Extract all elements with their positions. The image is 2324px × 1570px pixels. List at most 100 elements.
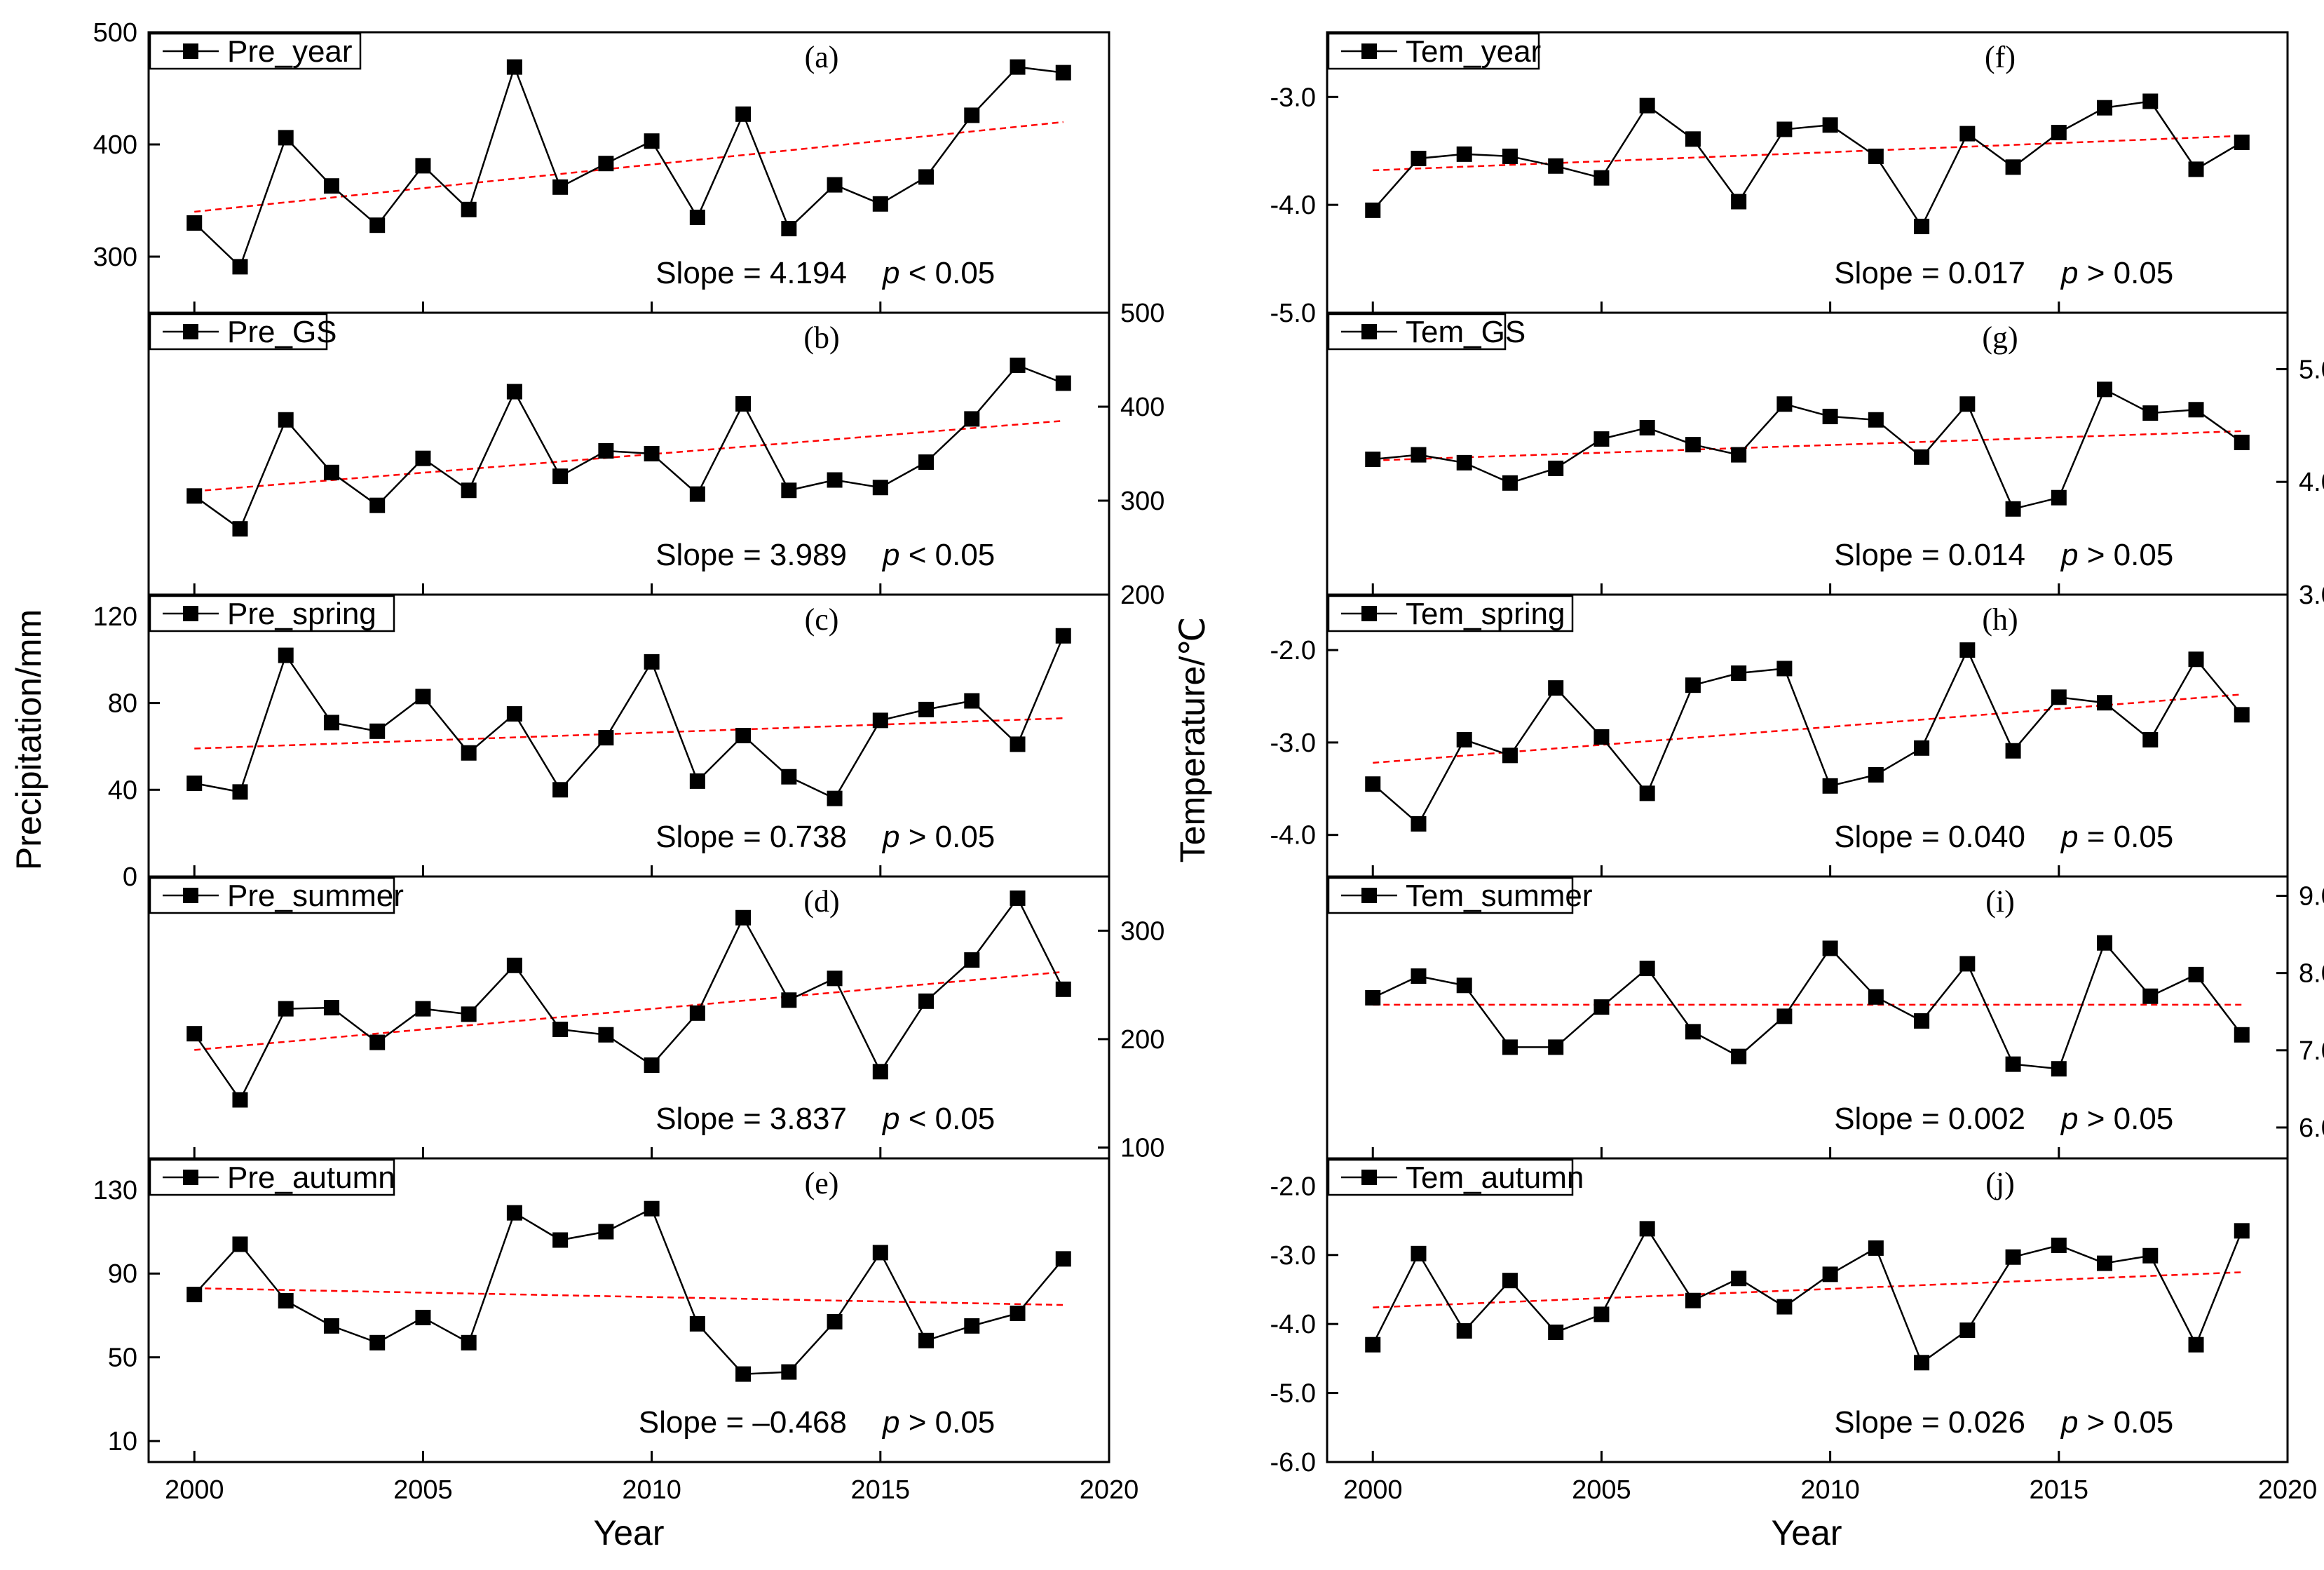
data-point-2015 [2051,689,2067,705]
data-point-2011 [1868,412,1884,428]
data-point-2010 [1822,1266,1838,1283]
slope-annotation: Slope = 0.014 [1834,538,2025,572]
data-point-2016 [918,993,935,1009]
y-tick-label: 90 [108,1259,137,1289]
data-point-2006 [461,745,477,761]
y-tick-label: 3.0 [2299,581,2324,610]
data-point-2009 [598,442,614,459]
data-point-2007 [1685,131,1701,147]
legend-box [1327,1158,1574,1196]
x-tick-label: 2015 [2030,1475,2089,1505]
data-point-2013 [781,1364,797,1380]
data-point-2008 [552,1022,569,1038]
data-point-2016 [2097,935,2113,951]
data-point-2002 [278,1001,294,1017]
data-point-2006 [1639,1221,1655,1237]
data-point-2009 [1776,121,1793,137]
panel-letter: (b) [803,320,839,355]
trend-line [194,970,1064,1051]
data-point-2015 [872,196,888,212]
y-tick-label: 500 [1120,299,1164,328]
data-point-2001 [1411,447,1427,463]
left-x-axis-title: Year [593,1513,664,1552]
legend: Pre_spring [149,595,395,632]
data-point-2000 [186,1026,203,1042]
y-tick-label: -4.0 [1270,821,1316,851]
legend-label: Tem_autumn [1406,1160,1584,1195]
data-point-2012 [735,909,752,926]
data-point-2018 [1010,59,1026,75]
y-tick-label: -3.0 [1270,83,1316,112]
panel-letter: (j) [1985,1166,2015,1200]
y-tick-label: 200 [1120,581,1164,610]
data-point-2012 [735,1366,752,1382]
data-point-2005 [415,158,431,174]
panel-frame [147,1157,1110,1463]
data-point-2014 [2005,743,2021,759]
x-tick-label: 2010 [1800,1475,1860,1505]
data-point-2009 [598,1224,614,1240]
data-point-2011 [1868,767,1884,783]
data-point-2006 [1639,420,1655,436]
data-point-2014 [827,472,843,488]
data-point-2001 [232,1092,248,1108]
slope-annotation: Slope = 3.989 [655,538,847,572]
data-point-2002 [278,130,294,146]
data-point-2015 [872,712,888,729]
data-point-2014 [2005,501,2021,517]
data-point-2005 [1593,1306,1610,1322]
data-point-2019 [2234,434,2250,450]
legend-marker [1361,43,1377,59]
y-tick-label: -4.0 [1270,191,1316,220]
data-point-2010 [1822,117,1838,133]
precipitation-y-axis-title: Precipitation/mm [9,609,48,870]
panel-letter: (d) [803,884,839,919]
data-point-2000 [186,1287,203,1303]
panel-letter: (f) [1985,40,2016,74]
data-point-2010 [644,133,660,149]
data-point-2006 [1639,785,1655,801]
legend-marker [183,1170,198,1185]
panel-letter: (g) [1982,320,2018,355]
p-value-annotation: p > 0.05 [2060,538,2173,572]
data-point-2003 [1502,1039,1518,1055]
data-point-2019 [1055,375,1071,391]
data-point-2005 [1593,999,1610,1015]
data-point-2011 [689,1315,705,1332]
x-tick-label: 2020 [2258,1475,2318,1505]
data-point-2004 [369,497,386,513]
legend: Tem_year [1327,32,1541,70]
y-tick-label: 10 [108,1427,137,1456]
data-point-2016 [2097,381,2113,398]
trend-line [194,717,1064,750]
data-point-2004 [369,723,386,739]
legend-marker [1361,324,1377,339]
data-point-2002 [278,647,294,663]
data-point-2011 [689,1005,705,1021]
data-point-2014 [827,790,843,806]
legend-label: Tem_summer [1406,879,1593,913]
panel-letter: (e) [805,1166,839,1200]
data-point-2014 [827,177,843,193]
legend-label: Pre_summer [227,879,404,913]
data-point-2009 [1776,396,1793,412]
y-tick-label: 0 [123,862,137,892]
data-point-2011 [689,773,705,789]
data-point-2000 [1365,989,1381,1006]
data-point-2010 [1822,778,1838,794]
data-point-2017 [2142,731,2159,747]
data-point-2014 [2005,1249,2021,1265]
data-point-2000 [1365,776,1381,792]
data-point-2004 [369,1334,386,1351]
y-tick-label: -4.0 [1270,1310,1316,1339]
data-point-2000 [186,776,203,792]
p-value-annotation: p > 0.05 [2060,1102,2173,1136]
data-point-2003 [323,715,339,731]
panel-tem-spring: -4.0 -3.0 -2.0 Tem_spring (h) Slope = 0.040 p … [1270,593,2289,878]
y-tick-label: 120 [93,602,137,632]
series-line [193,364,1064,531]
legend: Pre_autumn [149,1158,395,1196]
slope-annotation: Slope = 0.040 [1834,820,2025,854]
data-point-2008 [1731,1048,1747,1064]
legend-marker [183,606,198,621]
